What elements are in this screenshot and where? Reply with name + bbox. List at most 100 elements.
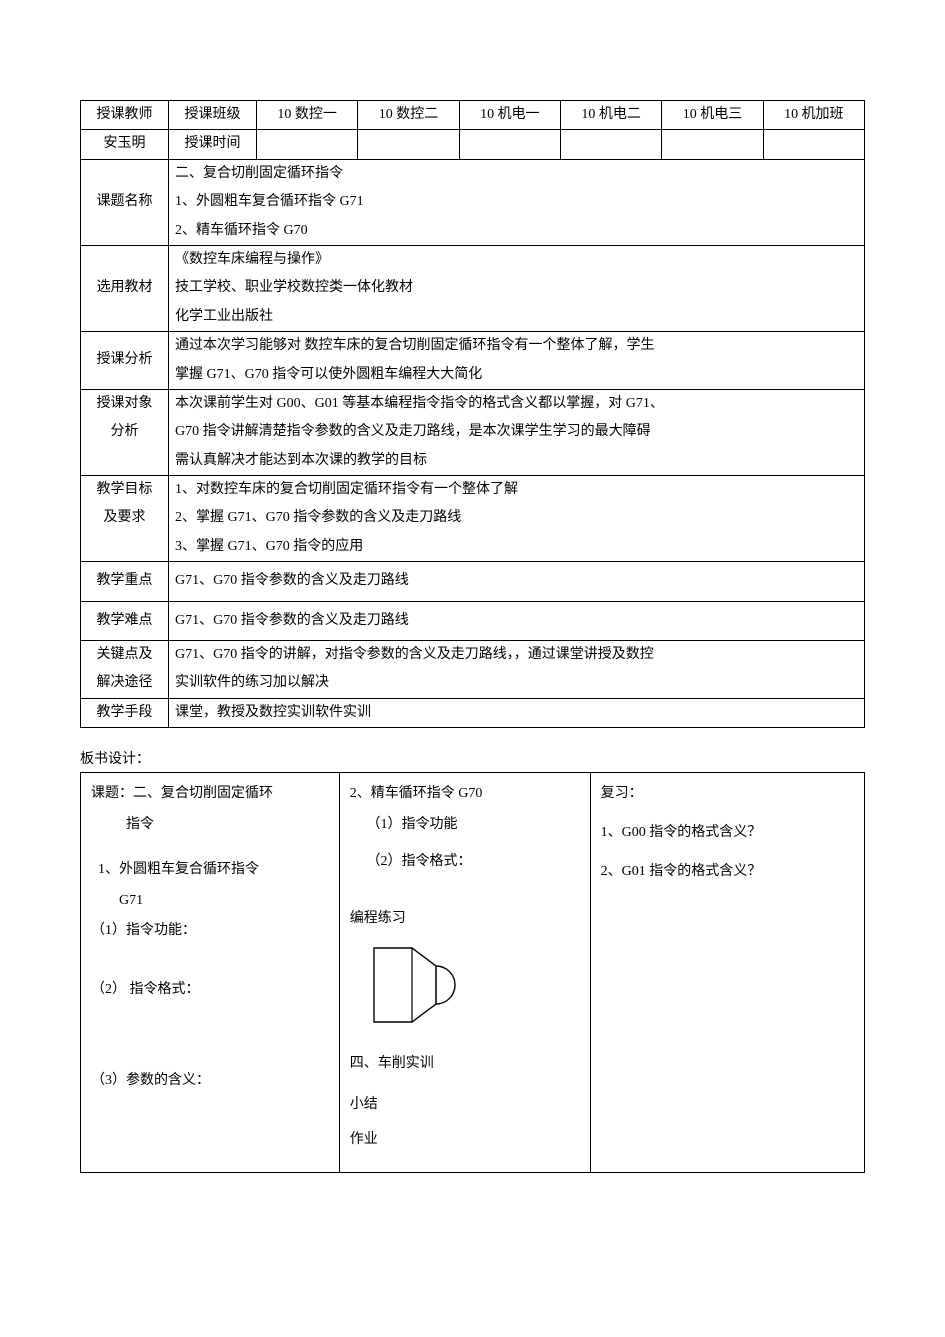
label-solutions-1: 关键点及: [81, 641, 169, 670]
label-audience-1: 授课对象: [81, 389, 169, 418]
bd2-summary: 小结: [350, 1090, 580, 1121]
table-row: 关键点及 G71、G70 指令的讲解，对指令参数的含义及走刀路线，，通过课堂讲授…: [81, 641, 865, 670]
bd3-q1: 1、G00 指令的格式含义？: [601, 818, 854, 849]
class-cell: 10 机电一: [459, 101, 560, 130]
class-cell: 10 机电二: [560, 101, 661, 130]
topic-line: 2、精车循环指令 G70: [169, 217, 865, 246]
label-keypoints: 教学重点: [81, 562, 169, 601]
analysis-line: 通过本次学习能够对 数控车床的复合切削固定循环指令有一个整体了解，学生: [169, 332, 865, 361]
solutions-line: G71、G70 指令的讲解，对指令参数的含义及走刀路线，，通过课堂讲授及数控: [169, 641, 865, 670]
class-cell: 10 数控一: [257, 101, 358, 130]
audience-line: G70 指令讲解清楚指令参数的含义及走刀路线，是本次课学生学习的最大障碍: [169, 418, 865, 446]
spacer: [350, 1156, 580, 1166]
table-row: 技工学校、职业学校数控类一体化教材: [81, 274, 865, 302]
audience-line: 需认真解决才能达到本次课的教学的目标: [169, 447, 865, 476]
teacher-name: 安玉明: [81, 130, 169, 159]
spacer: [350, 878, 580, 904]
label-difficulties: 教学难点: [81, 601, 169, 640]
bd3-review: 复习：: [601, 779, 854, 810]
label-teach-analysis: 授课分析: [81, 332, 169, 390]
bd2-section4: 四、车削实训: [350, 1049, 580, 1080]
spacer: [91, 1097, 329, 1125]
label-topic: 课题名称: [81, 159, 169, 245]
label-audience-blank: [81, 447, 169, 476]
table-row: 1、外圆粗车复合循环指令 G71: [81, 188, 865, 216]
label-solutions-2: 解决途径: [81, 669, 169, 698]
bd-sub3: （3）参数的含义：: [91, 1066, 329, 1097]
time-cell: [763, 130, 864, 159]
label-time: 授课时间: [169, 130, 257, 159]
bd-sub2: （2） 指令格式：: [91, 975, 329, 1006]
bd-sub1: （1）指令功能：: [91, 916, 329, 947]
part-profile-icon: [368, 942, 478, 1028]
methods-text: 课堂，教授及数控实训软件实训: [169, 698, 865, 727]
spacer: [601, 810, 854, 818]
textbook-line: 化学工业出版社: [169, 303, 865, 332]
textbook-line: 《数控车床编程与操作》: [169, 245, 865, 274]
analysis-line: 掌握 G71、G70 指令可以使外圆粗车编程大大简化: [169, 361, 865, 390]
spacer: [91, 1006, 329, 1066]
label-textbook: 选用教材: [81, 245, 169, 331]
class-cell: 10 数控二: [358, 101, 459, 130]
bd-item1-line1: 1、外圆粗车复合循环指令: [91, 855, 329, 886]
bd-item1-line2: G71: [91, 886, 329, 917]
table-row: 授课教师 授课班级 10 数控一 10 数控二 10 机电一 10 机电二 10…: [81, 101, 865, 130]
label-teacher: 授课教师: [81, 101, 169, 130]
bd2-sub1: （1）指令功能: [350, 810, 580, 841]
table-row: 化学工业出版社: [81, 303, 865, 332]
bd3-q2: 2、G01 指令的格式含义？: [601, 857, 854, 888]
audience-line: 本次课前学生对 G00、G01 等基本编程指令指令的格式含义都以掌握，对 G71…: [169, 389, 865, 418]
board-col2: 2、精车循环指令 G70 （1）指令功能 （2）指令格式： 编程练习 四、车削实…: [339, 773, 590, 1172]
table-row: 课题：二、复合切削固定循环 指令 1、外圆粗车复合循环指令 G71 （1）指令功…: [81, 773, 865, 1172]
solutions-line: 实训软件的练习加以解决: [169, 669, 865, 698]
table-row: 教学难点 G71、G70 指令参数的含义及走刀路线: [81, 601, 865, 640]
table-row: 授课对象 本次课前学生对 G00、G01 等基本编程指令指令的格式含义都以掌握，…: [81, 389, 865, 418]
label-methods: 教学手段: [81, 698, 169, 727]
table-row: 授课分析 通过本次学习能够对 数控车床的复合切削固定循环指令有一个整体了解，学生: [81, 332, 865, 361]
board-col3: 复习： 1、G00 指令的格式含义？ 2、G01 指令的格式含义？: [590, 773, 864, 1172]
spacer: [91, 947, 329, 975]
spacer: [91, 841, 329, 855]
table-row: 教学手段 课堂，教授及数控实训软件实训: [81, 698, 865, 727]
table-row: 教学目标 1、对数控车床的复合切削固定循环指令有一个整体了解: [81, 476, 865, 505]
objective-line: 2、掌握 G71、G70 指令参数的含义及走刀路线: [169, 504, 865, 532]
objective-line: 3、掌握 G71、G70 指令的应用: [169, 533, 865, 562]
table-row: 教学重点 G71、G70 指令参数的含义及走刀路线: [81, 562, 865, 601]
topic-line: 1、外圆粗车复合循环指令 G71: [169, 188, 865, 216]
table-row: 需认真解决才能达到本次课的教学的目标: [81, 447, 865, 476]
board-design-title: 板书设计：: [80, 748, 865, 768]
objective-line: 1、对数控车床的复合切削固定循环指令有一个整体了解: [169, 476, 865, 505]
bd2-line1: 2、精车循环指令 G70: [350, 779, 580, 810]
spacer: [350, 1080, 580, 1090]
bd-topic-line1: 课题：二、复合切削固定循环: [91, 779, 329, 810]
time-cell: [662, 130, 763, 159]
lesson-info-table: 授课教师 授课班级 10 数控一 10 数控二 10 机电一 10 机电二 10…: [80, 100, 865, 728]
spacer: [601, 849, 854, 857]
table-row: 安玉明 授课时间: [81, 130, 865, 159]
class-cell: 10 机加班: [763, 101, 864, 130]
difficulties-text: G71、G70 指令参数的含义及走刀路线: [169, 601, 865, 640]
bd2-homework: 作业: [350, 1125, 580, 1156]
class-cell: 10 机电三: [662, 101, 763, 130]
table-row: 掌握 G71、G70 指令可以使外圆粗车编程大大简化: [81, 361, 865, 390]
textbook-line: 技工学校、职业学校数控类一体化教材: [169, 274, 865, 302]
label-objectives-2: 及要求: [81, 504, 169, 532]
label-objectives-blank: [81, 533, 169, 562]
table-row: 课题名称 二、复合切削固定循环指令: [81, 159, 865, 188]
board-design-table: 课题：二、复合切削固定循环 指令 1、外圆粗车复合循环指令 G71 （1）指令功…: [80, 772, 865, 1172]
time-cell: [358, 130, 459, 159]
topic-line: 二、复合切削固定循环指令: [169, 159, 865, 188]
label-class: 授课班级: [169, 101, 257, 130]
time-cell: [459, 130, 560, 159]
table-row: 选用教材 《数控车床编程与操作》: [81, 245, 865, 274]
table-row: 2、精车循环指令 G70: [81, 217, 865, 246]
time-cell: [257, 130, 358, 159]
board-col1: 课题：二、复合切削固定循环 指令 1、外圆粗车复合循环指令 G71 （1）指令功…: [81, 773, 340, 1172]
table-row: 分析 G70 指令讲解清楚指令参数的含义及走刀路线，是本次课学生学习的最大障碍: [81, 418, 865, 446]
bd-topic-line2: 指令: [91, 810, 329, 841]
keypoints-text: G71、G70 指令参数的含义及走刀路线: [169, 562, 865, 601]
bd2-practice: 编程练习: [350, 904, 580, 935]
table-row: 及要求 2、掌握 G71、G70 指令参数的含义及走刀路线: [81, 504, 865, 532]
time-cell: [560, 130, 661, 159]
turning-diagram: [368, 942, 580, 1041]
